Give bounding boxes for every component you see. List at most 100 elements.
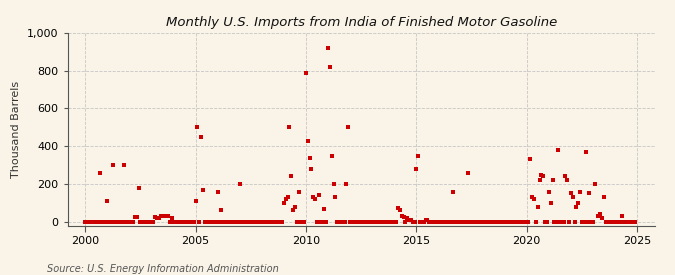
Point bbox=[358, 219, 369, 224]
Point bbox=[277, 219, 288, 224]
Point bbox=[221, 219, 232, 224]
Point bbox=[564, 219, 574, 224]
Point bbox=[500, 219, 510, 224]
Point bbox=[343, 125, 354, 130]
Point bbox=[321, 219, 331, 224]
Point bbox=[126, 219, 136, 224]
Point bbox=[460, 219, 471, 224]
Point bbox=[547, 178, 558, 182]
Point bbox=[545, 201, 556, 205]
Point bbox=[610, 219, 620, 224]
Point bbox=[280, 197, 291, 201]
Point bbox=[95, 170, 105, 175]
Point bbox=[251, 219, 262, 224]
Point bbox=[225, 219, 236, 224]
Point bbox=[166, 216, 177, 220]
Point bbox=[393, 205, 404, 210]
Point bbox=[518, 219, 529, 224]
Point bbox=[409, 219, 420, 224]
Point bbox=[422, 218, 433, 222]
Point bbox=[197, 188, 208, 192]
Point bbox=[354, 219, 364, 224]
Point bbox=[245, 219, 256, 224]
Point bbox=[501, 219, 512, 224]
Point bbox=[312, 219, 323, 224]
Point bbox=[310, 197, 321, 201]
Point bbox=[599, 195, 610, 199]
Point bbox=[554, 219, 565, 224]
Point bbox=[553, 148, 564, 152]
Point bbox=[367, 219, 377, 224]
Point bbox=[539, 219, 550, 224]
Point bbox=[240, 219, 250, 224]
Point bbox=[155, 214, 166, 218]
Point bbox=[345, 219, 356, 224]
Point bbox=[558, 219, 569, 224]
Point bbox=[369, 219, 379, 224]
Point bbox=[163, 214, 173, 218]
Point bbox=[426, 219, 437, 224]
Point bbox=[424, 219, 435, 224]
Point bbox=[133, 186, 144, 190]
Point bbox=[468, 219, 479, 224]
Point bbox=[597, 216, 608, 220]
Point bbox=[223, 219, 234, 224]
Point bbox=[381, 219, 392, 224]
Point bbox=[117, 219, 128, 224]
Point bbox=[523, 219, 534, 224]
Point bbox=[442, 219, 453, 224]
Point bbox=[290, 204, 300, 209]
Point bbox=[271, 219, 282, 224]
Point bbox=[194, 219, 205, 224]
Point bbox=[487, 219, 497, 224]
Point bbox=[604, 219, 615, 224]
Point bbox=[269, 219, 280, 224]
Point bbox=[335, 219, 346, 224]
Point bbox=[308, 195, 319, 199]
Point bbox=[531, 219, 541, 224]
Point bbox=[315, 219, 326, 224]
Point bbox=[617, 214, 628, 218]
Point bbox=[383, 219, 394, 224]
Point bbox=[404, 218, 414, 222]
Point bbox=[612, 219, 622, 224]
Point bbox=[584, 191, 595, 196]
Point bbox=[131, 215, 142, 219]
Point bbox=[567, 195, 578, 199]
Point bbox=[586, 219, 597, 224]
Point bbox=[216, 208, 227, 213]
Point bbox=[176, 219, 186, 224]
Point bbox=[102, 199, 113, 203]
Point bbox=[466, 219, 477, 224]
Point bbox=[411, 167, 422, 171]
Point bbox=[282, 195, 293, 199]
Point bbox=[170, 219, 181, 224]
Point bbox=[481, 219, 491, 224]
Point bbox=[492, 219, 503, 224]
Point bbox=[356, 219, 367, 224]
Y-axis label: Thousand Barrels: Thousand Barrels bbox=[11, 81, 22, 178]
Point bbox=[363, 219, 374, 224]
Point bbox=[615, 219, 626, 224]
Point bbox=[576, 219, 587, 224]
Point bbox=[521, 219, 532, 224]
Point bbox=[488, 219, 499, 224]
Point bbox=[536, 172, 547, 177]
Point bbox=[247, 219, 258, 224]
Text: Source: U.S. Energy Information Administration: Source: U.S. Energy Information Administ… bbox=[47, 264, 279, 274]
Point bbox=[450, 219, 460, 224]
Point bbox=[92, 219, 103, 224]
Point bbox=[179, 219, 190, 224]
Point bbox=[219, 219, 230, 224]
Point bbox=[346, 219, 357, 224]
Point bbox=[275, 219, 286, 224]
Point bbox=[293, 189, 304, 194]
Point bbox=[520, 219, 531, 224]
Point bbox=[614, 219, 624, 224]
Point bbox=[328, 182, 339, 186]
Point bbox=[157, 214, 168, 218]
Point bbox=[348, 219, 359, 224]
Point bbox=[231, 219, 242, 224]
Point bbox=[181, 219, 192, 224]
Point bbox=[120, 219, 131, 224]
